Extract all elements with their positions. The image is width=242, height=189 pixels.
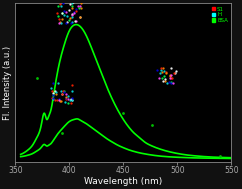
X-axis label: Wavelength (nm): Wavelength (nm): [84, 177, 162, 186]
Y-axis label: Fl. Intensity (a.u.): Fl. Intensity (a.u.): [3, 46, 13, 120]
Legend: S1, H, BSA: S1, H, BSA: [212, 6, 228, 23]
